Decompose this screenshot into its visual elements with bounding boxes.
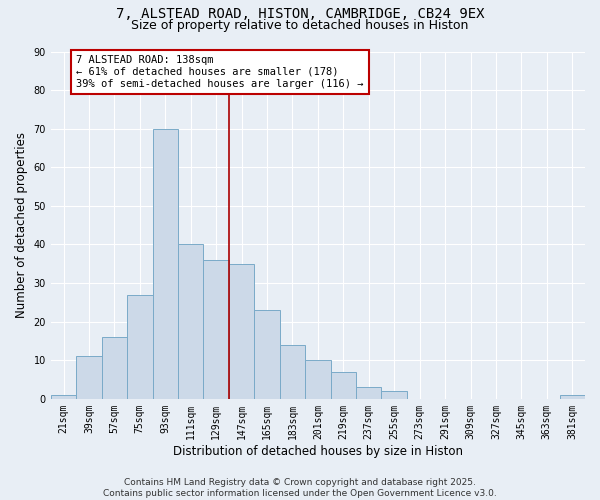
Bar (51, 395, 76, 399)
Text: 7, ALSTEAD ROAD, HISTON, CAMBRIDGE, CB24 9EX: 7, ALSTEAD ROAD, HISTON, CAMBRIDGE, CB24… (116, 8, 484, 22)
Bar (229, 264, 254, 399)
Bar (76, 356, 101, 399)
Bar (254, 310, 280, 399)
Bar (127, 294, 152, 399)
Bar (203, 260, 229, 399)
Text: Size of property relative to detached houses in Histon: Size of property relative to detached ho… (131, 19, 469, 32)
Text: Contains HM Land Registry data © Crown copyright and database right 2025.
Contai: Contains HM Land Registry data © Crown c… (103, 478, 497, 498)
Bar (560, 395, 585, 399)
Bar (305, 360, 331, 399)
Bar (331, 372, 356, 399)
Bar (101, 337, 127, 399)
Y-axis label: Number of detached properties: Number of detached properties (15, 132, 28, 318)
Text: 7 ALSTEAD ROAD: 138sqm
← 61% of detached houses are smaller (178)
39% of semi-de: 7 ALSTEAD ROAD: 138sqm ← 61% of detached… (76, 56, 364, 88)
Bar (152, 128, 178, 399)
Bar (178, 244, 203, 399)
Bar (280, 345, 305, 399)
Bar (356, 388, 382, 399)
X-axis label: Distribution of detached houses by size in Histon: Distribution of detached houses by size … (173, 444, 463, 458)
Bar (382, 391, 407, 399)
